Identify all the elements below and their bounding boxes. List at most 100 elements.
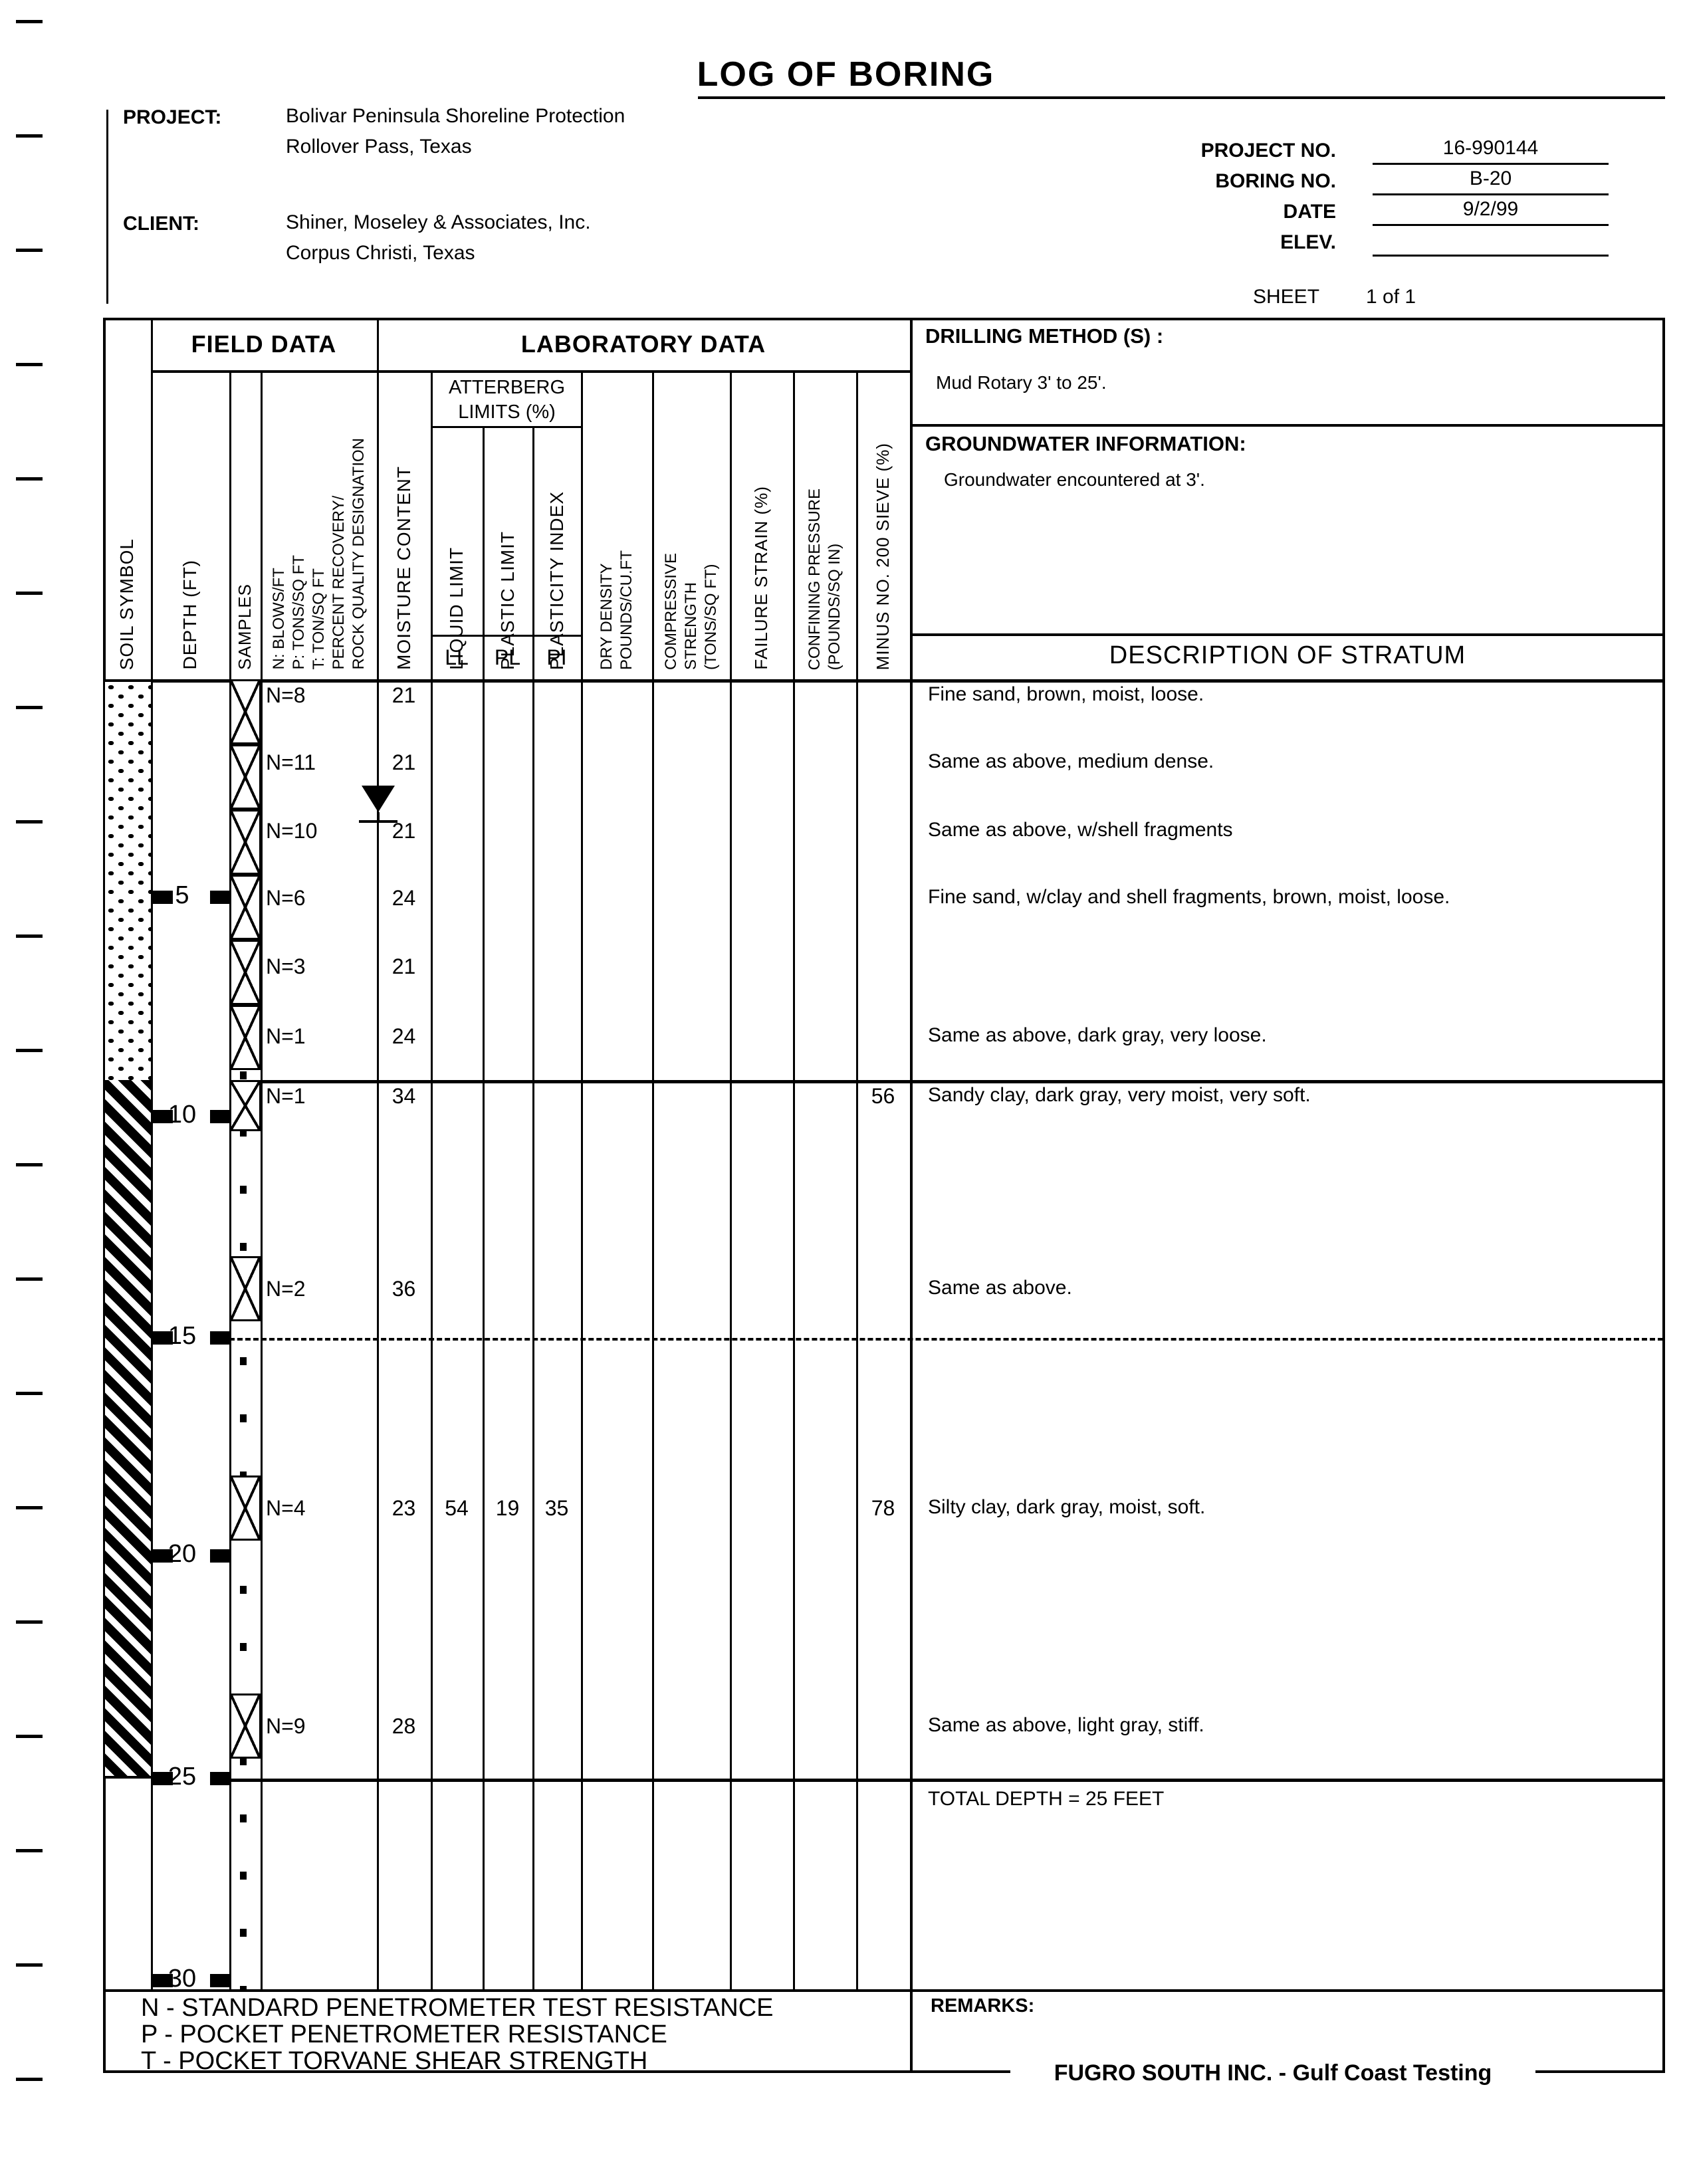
- stratum-description: Same as above, dark gray, very loose.: [928, 1024, 1267, 1046]
- sample-symbol: [229, 1256, 261, 1321]
- moisture-value: 36: [392, 1277, 416, 1301]
- moisture-value: 21: [392, 819, 416, 843]
- elev-label: ELEV.: [1280, 231, 1336, 253]
- company-name: FUGRO SOUTH INC. - Gulf Coast Testing: [1010, 2058, 1535, 2089]
- band-bottom-border: [151, 370, 910, 373]
- moisture-value: 24: [392, 886, 416, 910]
- sample-symbol: [229, 875, 261, 940]
- n-value: N=11: [266, 750, 316, 774]
- atterberg-limits-header: ATTERBERG LIMITS (%): [448, 377, 566, 423]
- stratum-description: Same as above, medium dense.: [928, 750, 1214, 772]
- sample-symbol: [229, 1080, 261, 1131]
- project-no-label: PROJECT NO.: [1200, 140, 1336, 162]
- minus-value: 78: [871, 1496, 895, 1520]
- depth-tick-mark-right: [210, 1110, 231, 1123]
- depth-tick-mark-left: [152, 1110, 173, 1123]
- water-table-icon: [359, 786, 397, 823]
- col-header-minus-200-sieve-text: MINUS NO. 200 SIEVE (%): [872, 442, 893, 670]
- depth-tick-mark-left: [152, 1772, 173, 1785]
- laboratory-data-header: LABORATORY DATA: [520, 330, 766, 358]
- sample-symbol: [229, 679, 261, 744]
- sample-symbol: [229, 1693, 261, 1759]
- header-bottom-border: [103, 679, 1665, 683]
- date-label: DATE: [1283, 201, 1336, 223]
- page-title: LOG OF BORING: [697, 55, 995, 94]
- table-right-border: [1662, 318, 1665, 2073]
- project-name: Bolivar Peninsula Shoreline Protection: [286, 105, 625, 127]
- elev-line: [1373, 255, 1609, 257]
- project-no-line: [1373, 163, 1609, 165]
- client-label: CLIENT:: [123, 213, 199, 235]
- col-header-failure-strain: FAILURE STRAIN (%): [730, 373, 793, 679]
- stratum-description: Same as above, w/shell fragments: [928, 819, 1233, 841]
- footer-bottom-border: [103, 2070, 1665, 2073]
- col-header-compressive-strength-text: COMPRESSIVE STRENGTH (TONS/SQ FT): [661, 552, 720, 670]
- soil-pattern-clay: [105, 1080, 151, 1779]
- n-value: N=4: [266, 1496, 306, 1520]
- total-depth-note: TOTAL DEPTH = 25 FEET: [928, 1788, 1165, 1810]
- depth-tick-mark-left: [152, 891, 173, 904]
- sample-symbol: [229, 744, 261, 810]
- legend-line-n: N - STANDARD PENETROMETER TEST RESISTANC…: [141, 1994, 774, 2022]
- n-value: N=1: [266, 1024, 306, 1048]
- col-header-confining-pressure-text: CONFINING PRESSURE (POUNDS/SQ IN): [805, 488, 844, 670]
- col-header-confining-pressure: CONFINING PRESSURE (POUNDS/SQ IN): [793, 373, 856, 679]
- n-value: N=2: [266, 1277, 306, 1301]
- table-left-border: [103, 318, 106, 2073]
- moisture-value: 28: [392, 1714, 416, 1738]
- drilling-method-label: DRILLING METHOD (S) :: [925, 324, 1164, 348]
- binder-marks: [16, 20, 43, 2094]
- col-header-soil-symbol: SOIL SYMBOL: [103, 318, 151, 679]
- col-header-moisture: MOISTURE CONTENT: [377, 373, 431, 679]
- pl-value: 19: [495, 1496, 520, 1520]
- project-location: Rollover Pass, Texas: [286, 136, 472, 158]
- atterberg-bottom-border: [431, 426, 583, 428]
- llplpi-top-border: [431, 635, 583, 637]
- depth-tick-mark-right: [210, 1974, 231, 1987]
- sample-symbol: [229, 940, 261, 1005]
- stratum-description: Same as above, light gray, stiff.: [928, 1714, 1204, 1736]
- stratum-description: Fine sand, w/clay and shell fragments, b…: [928, 886, 1450, 908]
- depth-tick-mark-right: [210, 1772, 231, 1785]
- v-depth-samples: [229, 373, 231, 1992]
- client-location: Corpus Christi, Texas: [286, 242, 475, 264]
- v-minus-description: [910, 318, 913, 2073]
- col-header-n-values: N: BLOWS/FT P: TONS/SQ FT T: TON/SQ FT P…: [261, 373, 377, 679]
- minus-value: 56: [871, 1084, 895, 1108]
- remarks-label: REMARKS:: [931, 1995, 1035, 2017]
- moisture-value: 21: [392, 750, 416, 774]
- col-header-samples-text: SAMPLES: [234, 584, 255, 670]
- v-conf-minus: [856, 373, 858, 1992]
- moisture-value: 23: [392, 1496, 416, 1520]
- boring-no-line: [1373, 193, 1609, 195]
- moisture-value: 24: [392, 1024, 416, 1048]
- v-moisture-ll: [431, 373, 433, 1992]
- sample-symbol: [229, 1475, 261, 1541]
- groundwater-box-bottom: [910, 633, 1665, 636]
- v-fail-conf: [793, 373, 795, 1992]
- stratum-boundary-line: [229, 1080, 1663, 1083]
- v-ll-pl: [483, 426, 485, 1992]
- table-top-border: [103, 318, 1665, 320]
- n-value: N=9: [266, 1714, 306, 1738]
- date-value: 9/2/99: [1462, 198, 1519, 220]
- col-header-minus-200-sieve: MINUS NO. 200 SIEVE (%): [856, 373, 910, 679]
- col-header-failure-strain-text: FAILURE STRAIN (%): [750, 486, 771, 670]
- col-header-dry-density: DRY DENSITY POUNDS/CU.FT: [581, 373, 652, 679]
- col-header-moisture-text: MOISTURE CONTENT: [393, 466, 414, 670]
- col-header-depth-text: DEPTH (FT): [179, 560, 201, 670]
- stratum-description: Sandy clay, dark gray, very moist, very …: [928, 1084, 1311, 1106]
- sample-symbol: [229, 1005, 261, 1070]
- stratum-description: Fine sand, brown, moist, loose.: [928, 683, 1204, 705]
- v-pl-pi: [532, 426, 534, 1992]
- legend-line-t: T - POCKET TORVANE SHEAR STRENGTH: [141, 2047, 648, 2075]
- stratum-dashed-line: [229, 1338, 1663, 1341]
- moisture-value: 21: [392, 954, 416, 978]
- col-header-dry-density-text: DRY DENSITY POUNDS/CU.FT: [597, 550, 635, 670]
- drilling-box-bottom: [910, 424, 1665, 427]
- depth-tick-mark-left: [152, 1331, 173, 1345]
- title-underline: [698, 96, 1665, 99]
- pi-abbr-cell: PI: [546, 645, 567, 669]
- date-line: [1373, 224, 1609, 226]
